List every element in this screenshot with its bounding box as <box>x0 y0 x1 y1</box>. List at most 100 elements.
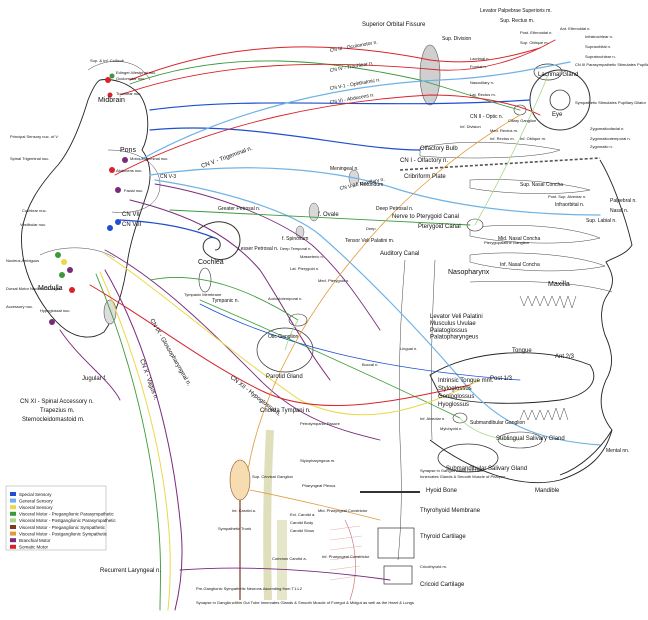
lower-teeth <box>519 407 569 421</box>
chorda-tympani-path <box>199 299 461 419</box>
superior-orbital-fissure-shape <box>419 44 441 106</box>
anatomical-outlines <box>21 44 633 601</box>
label-mid-pharyngeal-constrictor: Mid. Pharyngeal Constrictor <box>318 508 368 513</box>
label-sup-division: Sup. Division <box>442 36 471 42</box>
cn8-path <box>119 219 216 239</box>
label-cochlea: Cochlea <box>198 259 224 266</box>
cn9-path <box>104 249 381 441</box>
nerve-paths <box>59 39 601 611</box>
label-infraorbital: Infraorbital n. <box>555 202 584 208</box>
label-cricothyroid: Cricothyroid m. <box>420 564 447 569</box>
label-pre-ganglionic-note: Pre-Ganglionic Sympathetic Neurons Ascen… <box>196 586 303 591</box>
label-levator-palpebrae: Levator Palpebrae Superioris m. <box>480 8 552 14</box>
label-sympathetic-trunk: Sympathetic Trunk <box>218 526 251 531</box>
label-ant-ethmoidal: Ant. Ethmoidal n. <box>560 26 590 31</box>
legend-frame <box>5 485 107 551</box>
label-cn4: CN IV - Trochlear n. <box>329 60 374 74</box>
legend-label: Visceral Sensory <box>19 505 53 510</box>
label-jugular-f: Jugular f. <box>82 376 107 382</box>
legend-swatch <box>10 544 16 549</box>
cn12-path <box>89 284 471 407</box>
label-synapse-note: Synapse in Ganglia within Gut Tube <box>420 468 484 473</box>
legend-label: Visceral Motor - Postganglionic Sympathe… <box>19 531 108 536</box>
vestibular-nucleus <box>107 225 113 231</box>
label-lesser-petrosal: Lesser Petrosal n. <box>238 246 278 252</box>
legend-swatch <box>10 525 16 529</box>
cochlea-shape <box>197 221 241 260</box>
label-pharyngeal-plexus: Pharyngeal Plexus <box>302 483 335 488</box>
label-common-carotid: Common Carotid a. <box>272 556 307 561</box>
legend-label: Special Sensory <box>19 492 52 497</box>
label-cn3: CN III - Oculomotor n. <box>329 40 378 54</box>
label-tympanic: Tympanic n. <box>212 298 239 304</box>
oculomotor-nucleus <box>105 77 111 83</box>
nuclei <box>49 73 128 325</box>
label-oculomotor-nuc: Oculomotor nuc. <box>116 76 145 81</box>
cochlear-nucleus <box>115 219 121 225</box>
label-inf-alveolar: Inf. Alveolar n. <box>420 416 445 421</box>
label-edinger-westphal: Edinger-Westphal nuc. <box>116 70 156 75</box>
label-levator-veli-palatini: Levator Veli Palatini Musculus Uvulae Pala… <box>430 314 483 341</box>
cn5-1-path <box>139 61 571 161</box>
label-mid-nasal-concha: Mid. Nasal Concha <box>498 236 540 242</box>
legend-swatch <box>10 492 16 496</box>
label-cn11: CN XI - Spinal Accessory n. <box>20 399 94 405</box>
label-hyoglossus: Hyoglossus <box>438 402 469 408</box>
greater-petrosal-path <box>169 209 471 226</box>
label-cn5-1: CN V-1 - Ophthalmic n. <box>329 77 381 92</box>
post-para-salivary <box>459 417 521 441</box>
abducens-nucleus <box>109 167 115 173</box>
label-sympathetic-note: Sympathetic Stimulates Pupillary Dilator <box>575 100 647 105</box>
label-intrinsic-tongue: Intrinsic Tongue mm. <box>438 378 494 384</box>
label-labial: Sup. Labial n. <box>586 218 617 224</box>
post-para-lacrimal <box>474 74 549 226</box>
cn9-sensory-path <box>104 253 481 416</box>
label-auditory-canal: Auditory Canal <box>380 251 419 257</box>
legend-swatch <box>10 538 16 543</box>
submandibular-gland-shape <box>437 443 499 473</box>
medulla-outline <box>39 247 116 259</box>
label-stylopharyngeus: Stylopharyngeus m. <box>300 458 335 463</box>
label-pons: Pons <box>120 147 136 154</box>
label-sternocleidomastoid: Sternocleidomastoid m. <box>22 417 85 423</box>
label-supraorbital: Supraorbital n. <box>585 44 611 49</box>
label-buccal: Buccal n. <box>362 362 378 367</box>
label-cricoid-cartilage: Cricoid Cartilage <box>420 582 465 588</box>
cn3-path <box>129 46 541 81</box>
label-masseteric: Masseteric n. <box>300 254 324 259</box>
label-inf-nasal-concha: Inf. Nasal Concha <box>500 262 540 268</box>
label-mylohyoid: Mylohyoid n. <box>440 426 462 431</box>
cn3-para-path <box>129 60 521 111</box>
hypoglossal-nucleus <box>69 287 75 293</box>
label-lacrimal: Lacrimal n. <box>470 56 490 61</box>
pupil-shape <box>549 89 571 111</box>
label-zygomaticotemporal: Zygomaticotemporal n. <box>590 136 631 141</box>
label-ciliary-ganglion: Ciliary Ganglion <box>508 118 536 123</box>
upper-teeth <box>519 295 577 309</box>
cn7-path <box>129 199 331 381</box>
label-inf-division: Inf. Division <box>460 124 481 129</box>
label-nerve-pterygoid-canal: Nerve to Pterygoid Canal <box>392 214 459 220</box>
cn5-3-path <box>154 179 601 446</box>
label-zygomaticofacial: Zygomaticofacial n. <box>590 126 624 131</box>
cn10-path <box>104 269 183 611</box>
int-carotid <box>263 429 274 601</box>
label-cn5: CN V - Trigeminal n. <box>201 146 254 170</box>
chorda-tympani-taste-path <box>199 303 521 381</box>
label-post-ethmoidal: Post. Ethmoidal n. <box>520 30 552 35</box>
cn10-sensory-path <box>99 271 171 611</box>
label-innervates-note: Innervates Glands & Smooth Muscle of Pha… <box>420 474 505 479</box>
label-temporalis: Deep Temporal n. <box>280 246 312 251</box>
label-cochlear-nuc: Cochlear nuc. <box>22 208 47 213</box>
label-supratrochlear: Supratrochlear n. <box>585 54 616 59</box>
label-post-sup-alveolar: Post. Sup. Alveolar n. <box>548 194 586 199</box>
label-sup-cervical-ganglion: Sup. Cervical Ganglion <box>252 474 293 479</box>
legend-swatch <box>10 498 16 503</box>
label-pterygopalatine-ganglion: Pterygopalatine Ganglion <box>484 240 529 245</box>
label-tympanic-membrane: Tympanic Membrane <box>184 292 222 297</box>
label-chorda-tympani: Chorda Tympani n. <box>260 408 311 414</box>
label-cn8: CN VIII <box>122 222 142 228</box>
label-abducens-nuc: Abducens nuc. <box>116 168 142 173</box>
cribriform-plate-shape <box>399 157 601 171</box>
cricoid-cartilage-shape <box>383 565 413 585</box>
